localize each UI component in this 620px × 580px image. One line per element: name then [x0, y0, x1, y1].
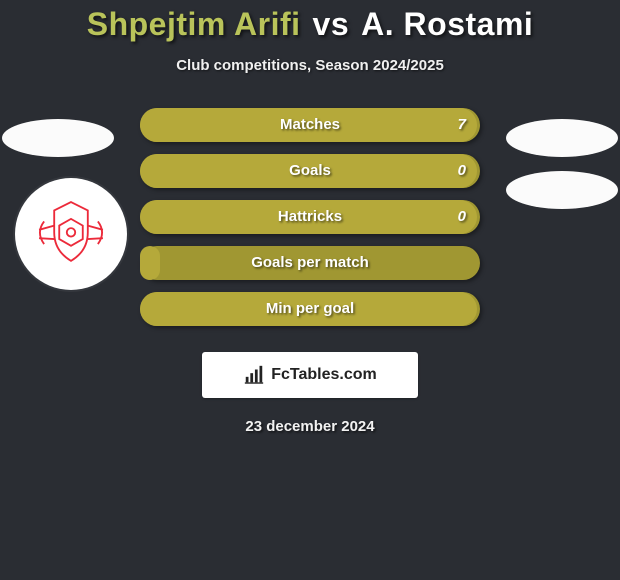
stat-bar-label: Min per goal — [140, 292, 480, 326]
player1-name: Shpejtim Arifi — [87, 6, 301, 43]
player2-avatar-small-1 — [506, 119, 618, 157]
stat-bar-value: 7 — [458, 108, 466, 142]
watermark-text: FcTables.com — [271, 366, 377, 384]
stat-bars: Matches7Goals0Hattricks0Goals per matchM… — [140, 108, 480, 338]
stat-bar-row: Matches7 — [140, 108, 480, 142]
watermark: FcTables.com — [202, 352, 418, 398]
player2-avatar-small-2 — [506, 171, 618, 209]
player2-name: A. Rostami — [361, 6, 533, 43]
stat-bar-label: Hattricks — [140, 200, 480, 234]
player1-avatar-small — [2, 119, 114, 157]
player1-avatar-large — [15, 178, 127, 290]
stat-bar-value: 0 — [458, 154, 466, 188]
date-line: 23 december 2024 — [0, 418, 620, 435]
stat-bar-row: Hattricks0 — [140, 200, 480, 234]
stat-bar-label: Matches — [140, 108, 480, 142]
stats-area: Matches7Goals0Hattricks0Goals per matchM… — [0, 108, 620, 348]
club-emblem-icon — [29, 192, 113, 276]
stat-bar-row: Goals per match — [140, 246, 480, 280]
chart-icon — [243, 364, 265, 386]
vs-label: vs — [313, 6, 350, 43]
header: Shpejtim Arifi vs A. Rostami Club compet… — [0, 0, 620, 74]
stat-bar-row: Min per goal — [140, 292, 480, 326]
stat-bar-value: 0 — [458, 200, 466, 234]
subtitle: Club competitions, Season 2024/2025 — [0, 57, 620, 74]
title-line: Shpejtim Arifi vs A. Rostami — [0, 6, 620, 43]
stat-bar-label: Goals — [140, 154, 480, 188]
stat-bar-row: Goals0 — [140, 154, 480, 188]
stat-bar-label: Goals per match — [140, 246, 480, 280]
